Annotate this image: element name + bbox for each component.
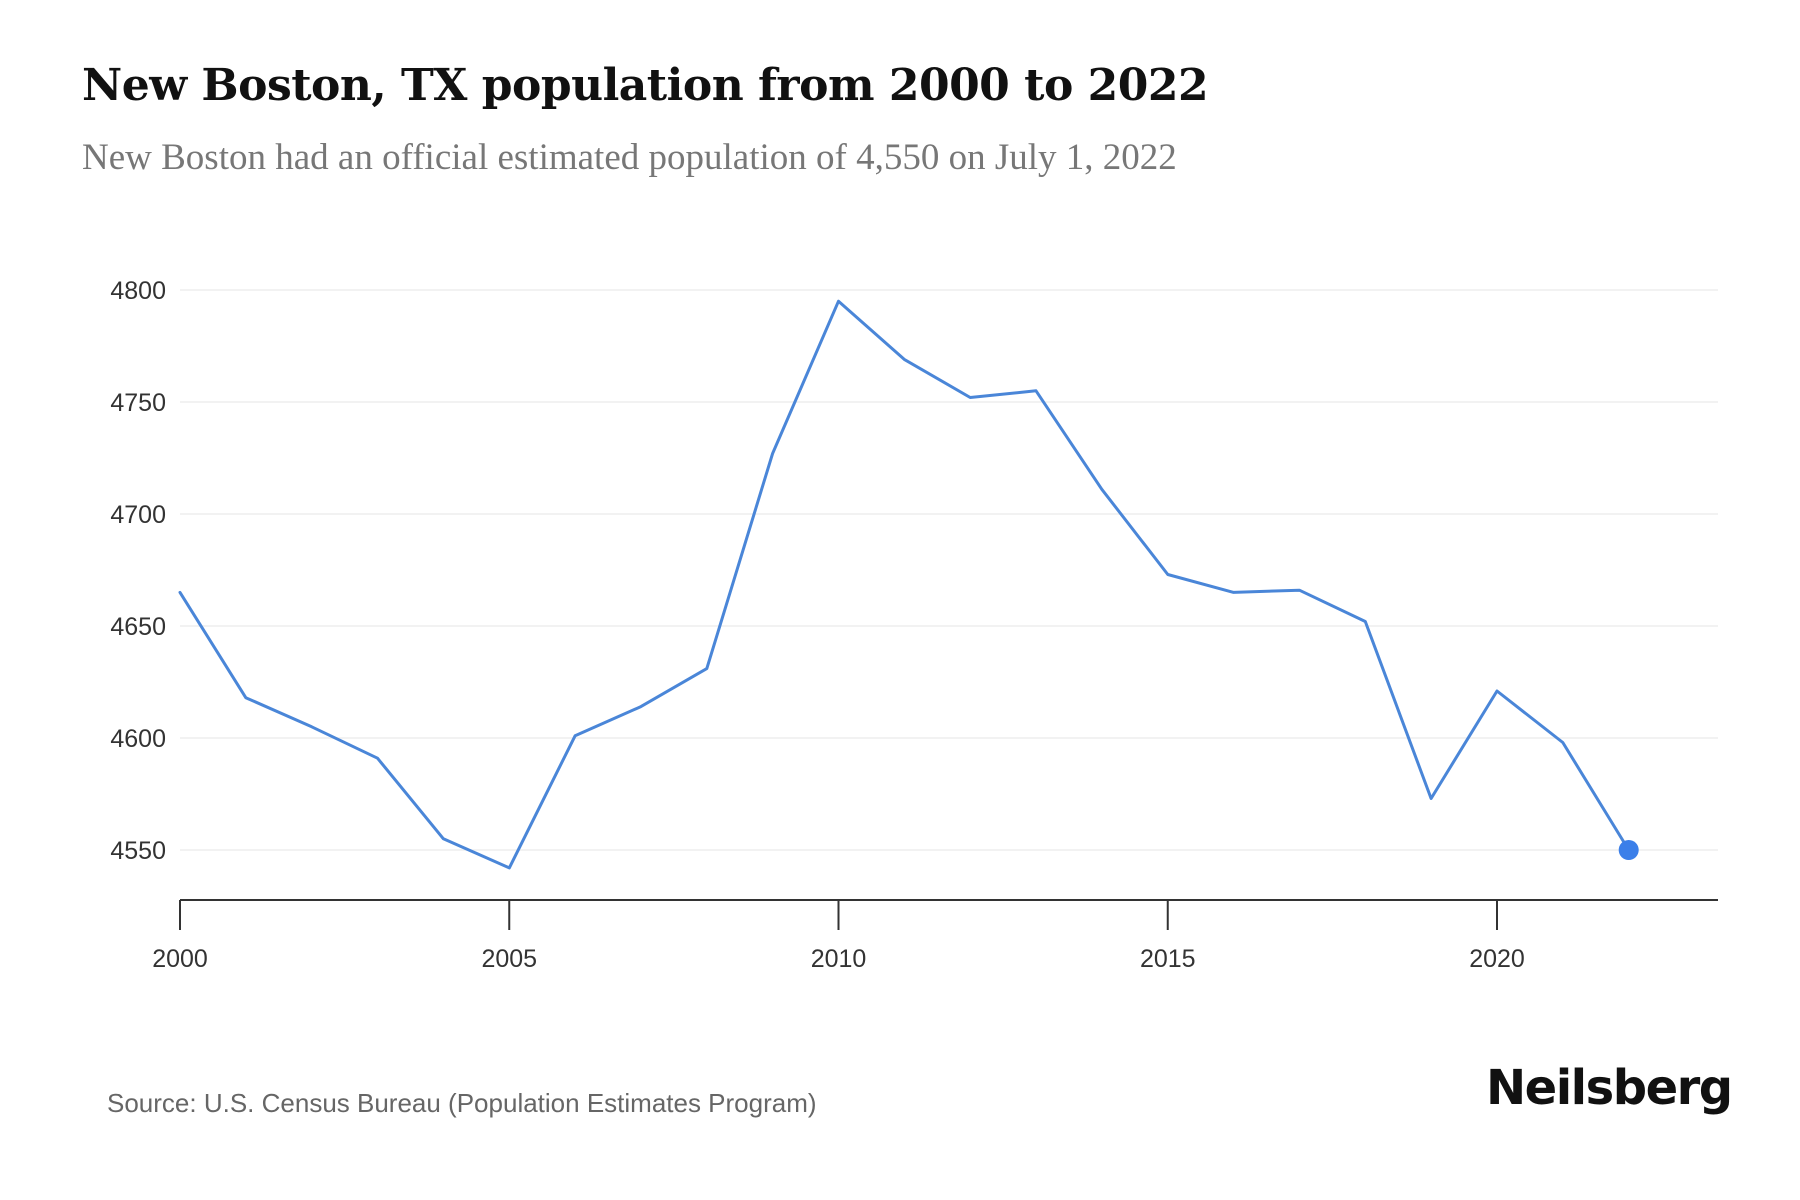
neilsberg-logo: Neilsberg [1486, 1060, 1733, 1116]
data-point-2018 [1362, 619, 1368, 625]
x-axis-tick-labels: 2000 2005 2010 2015 2020 [152, 945, 1525, 973]
y-tick-label-4700: 4700 [110, 501, 166, 529]
x-tick-label-2005: 2005 [481, 945, 537, 973]
data-point-2021 [1560, 739, 1566, 745]
data-point-2006 [572, 733, 578, 739]
data-point-2002 [309, 724, 315, 730]
source-note: Source: U.S. Census Bureau (Population E… [107, 1088, 817, 1118]
series-population [177, 298, 1639, 871]
data-point-2013 [1033, 388, 1039, 394]
series-line-population [178, 299, 1631, 870]
y-tick-label-4650: 4650 [110, 613, 166, 641]
data-point-2010 [836, 298, 842, 304]
y-axis-tick-labels: 4550 4600 4650 4700 4750 4800 [110, 277, 166, 865]
data-point-2020 [1494, 688, 1500, 694]
data-point-2014 [1099, 486, 1105, 492]
data-point-2011 [901, 356, 907, 362]
x-tick-label-2010: 2010 [811, 945, 867, 973]
data-point-2009 [770, 451, 776, 457]
data-point-2003 [375, 755, 381, 761]
gridlines [180, 289, 1718, 851]
data-point-2017 [1296, 587, 1302, 593]
x-tick-label-2020: 2020 [1469, 945, 1525, 973]
data-point-2005 [506, 865, 512, 871]
x-axis [179, 899, 1718, 930]
data-point-2007 [638, 704, 644, 710]
data-point-2016 [1231, 589, 1237, 595]
data-point-2015 [1165, 571, 1171, 577]
chart-title: New Boston, TX population from 2000 to 2… [82, 60, 1209, 111]
data-point-2019 [1428, 795, 1434, 801]
data-point-2008 [704, 666, 710, 672]
last-data-point-2022 [1618, 840, 1639, 860]
y-tick-label-4600: 4600 [110, 725, 166, 753]
data-point-2001 [243, 695, 249, 701]
data-point-2000 [177, 589, 183, 595]
y-tick-label-4550: 4550 [110, 837, 166, 865]
chart-subtitle: New Boston had an official estimated pop… [82, 137, 1177, 178]
y-tick-label-4750: 4750 [110, 389, 166, 417]
data-point-2012 [967, 395, 973, 401]
y-tick-label-4800: 4800 [110, 277, 166, 305]
data-point-2004 [440, 836, 446, 842]
x-tick-label-2015: 2015 [1140, 945, 1196, 973]
x-tick-label-2000: 2000 [152, 945, 208, 973]
